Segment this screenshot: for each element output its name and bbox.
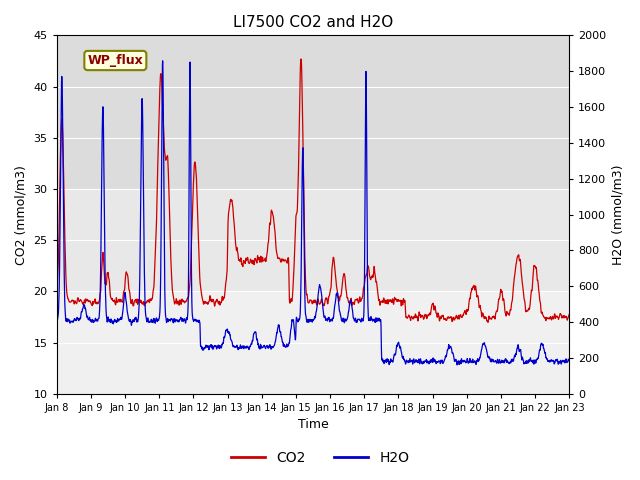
Bar — [57, 291, 570, 394]
Title: LI7500 CO2 and H2O: LI7500 CO2 and H2O — [233, 15, 393, 30]
Legend: CO2, H2O: CO2, H2O — [225, 445, 415, 471]
Y-axis label: H2O (mmol/m3): H2O (mmol/m3) — [612, 164, 625, 265]
Y-axis label: CO2 (mmol/m3): CO2 (mmol/m3) — [15, 165, 28, 264]
Text: WP_flux: WP_flux — [88, 54, 143, 67]
Bar — [57, 189, 570, 291]
X-axis label: Time: Time — [298, 419, 328, 432]
Bar — [57, 36, 570, 189]
